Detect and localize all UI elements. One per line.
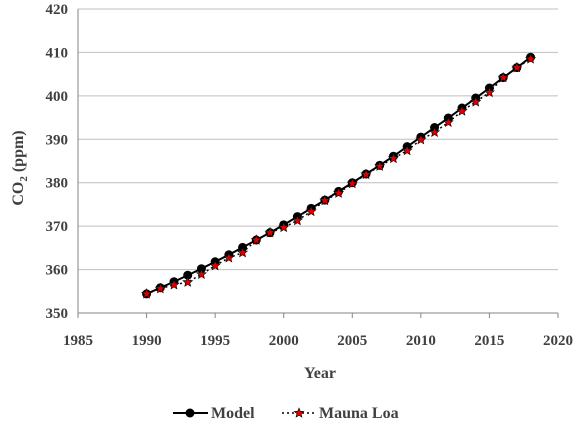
- x-axis-title: Year: [304, 365, 336, 382]
- gridlines: [78, 8, 558, 314]
- svg-text:CO2 (ppm): CO2 (ppm): [10, 130, 30, 205]
- y-tick-label: 420: [46, 2, 69, 18]
- axes: 350 360 370 380 390 400 410 420 1985 1990 1995 2000…: [46, 2, 574, 349]
- y-axis-title-unit: (ppm): [10, 130, 27, 176]
- y-axis-title: CO2 (ppm): [10, 130, 30, 205]
- series-markers-model: [142, 52, 536, 299]
- x-tick-label: 1995: [200, 333, 230, 349]
- data-point-mauna-loa: [195, 268, 207, 280]
- series-line-model: [146, 56, 532, 295]
- legend: Model Mauna Loa: [173, 405, 399, 422]
- series: [141, 52, 537, 299]
- data-point-mauna-loa: [319, 194, 331, 206]
- data-point-mauna-loa: [415, 133, 427, 145]
- data-point-mauna-loa: [250, 234, 262, 245]
- data-point-mauna-loa: [442, 116, 454, 128]
- data-point-mauna-loa: [497, 71, 509, 83]
- data-point-mauna-loa: [483, 86, 495, 98]
- data-point-mauna-loa: [209, 259, 221, 271]
- data-point-mauna-loa: [360, 168, 372, 180]
- series-markers-mauna-loa: [141, 53, 537, 299]
- series-line-mauna-loa: [146, 58, 531, 295]
- data-point-mauna-loa: [429, 126, 441, 138]
- data-point-mauna-loa: [374, 160, 386, 171]
- y-tick-label: 400: [46, 89, 69, 105]
- data-point-mauna-loa: [141, 288, 153, 299]
- data-point-mauna-loa: [525, 53, 537, 64]
- data-point-mauna-loa: [401, 144, 413, 156]
- x-tick-label: 1990: [132, 333, 162, 349]
- data-point-mauna-loa: [346, 177, 358, 189]
- legend-marker-mauna-loa: [293, 407, 305, 418]
- x-tick-label: 2020: [543, 333, 573, 349]
- data-point-mauna-loa: [182, 276, 194, 287]
- data-point-mauna-loa: [237, 246, 249, 258]
- x-tick-label: 2005: [337, 333, 367, 349]
- y-tick-label: 410: [46, 45, 69, 61]
- y-tick-label: 380: [46, 176, 69, 192]
- y-tick-label: 390: [46, 132, 69, 148]
- y-tick-label: 350: [46, 306, 69, 322]
- y-axis-title-subscript: 2: [18, 176, 30, 182]
- data-point-mauna-loa: [278, 221, 290, 233]
- x-tick-label: 2000: [269, 333, 299, 349]
- data-point-model: [183, 270, 193, 280]
- data-point-mauna-loa: [291, 214, 303, 226]
- data-point-mauna-loa: [264, 226, 276, 238]
- legend-item-model: Model: [173, 405, 255, 422]
- legend-marker-model: [185, 408, 195, 418]
- data-point-mauna-loa: [470, 96, 482, 107]
- legend-label-mauna-loa: Mauna Loa: [319, 405, 399, 422]
- legend-item-mauna-loa: Mauna Loa: [282, 405, 399, 422]
- data-point-mauna-loa: [223, 252, 235, 263]
- data-point-mauna-loa: [168, 278, 180, 290]
- x-tick-label: 2010: [406, 333, 436, 349]
- data-point-mauna-loa: [154, 282, 166, 294]
- data-point-mauna-loa: [387, 152, 399, 164]
- data-point-mauna-loa: [333, 187, 345, 198]
- data-point-mauna-loa: [305, 205, 317, 217]
- y-tick-label: 360: [46, 263, 69, 279]
- x-tick-label: 2015: [474, 333, 504, 349]
- y-tick-label: 370: [46, 219, 69, 235]
- data-point-mauna-loa: [456, 105, 468, 116]
- data-point-mauna-loa: [511, 61, 523, 73]
- legend-label-model: Model: [211, 405, 255, 422]
- x-tick-label: 1985: [63, 333, 93, 349]
- y-axis-title-main: CO: [10, 182, 27, 206]
